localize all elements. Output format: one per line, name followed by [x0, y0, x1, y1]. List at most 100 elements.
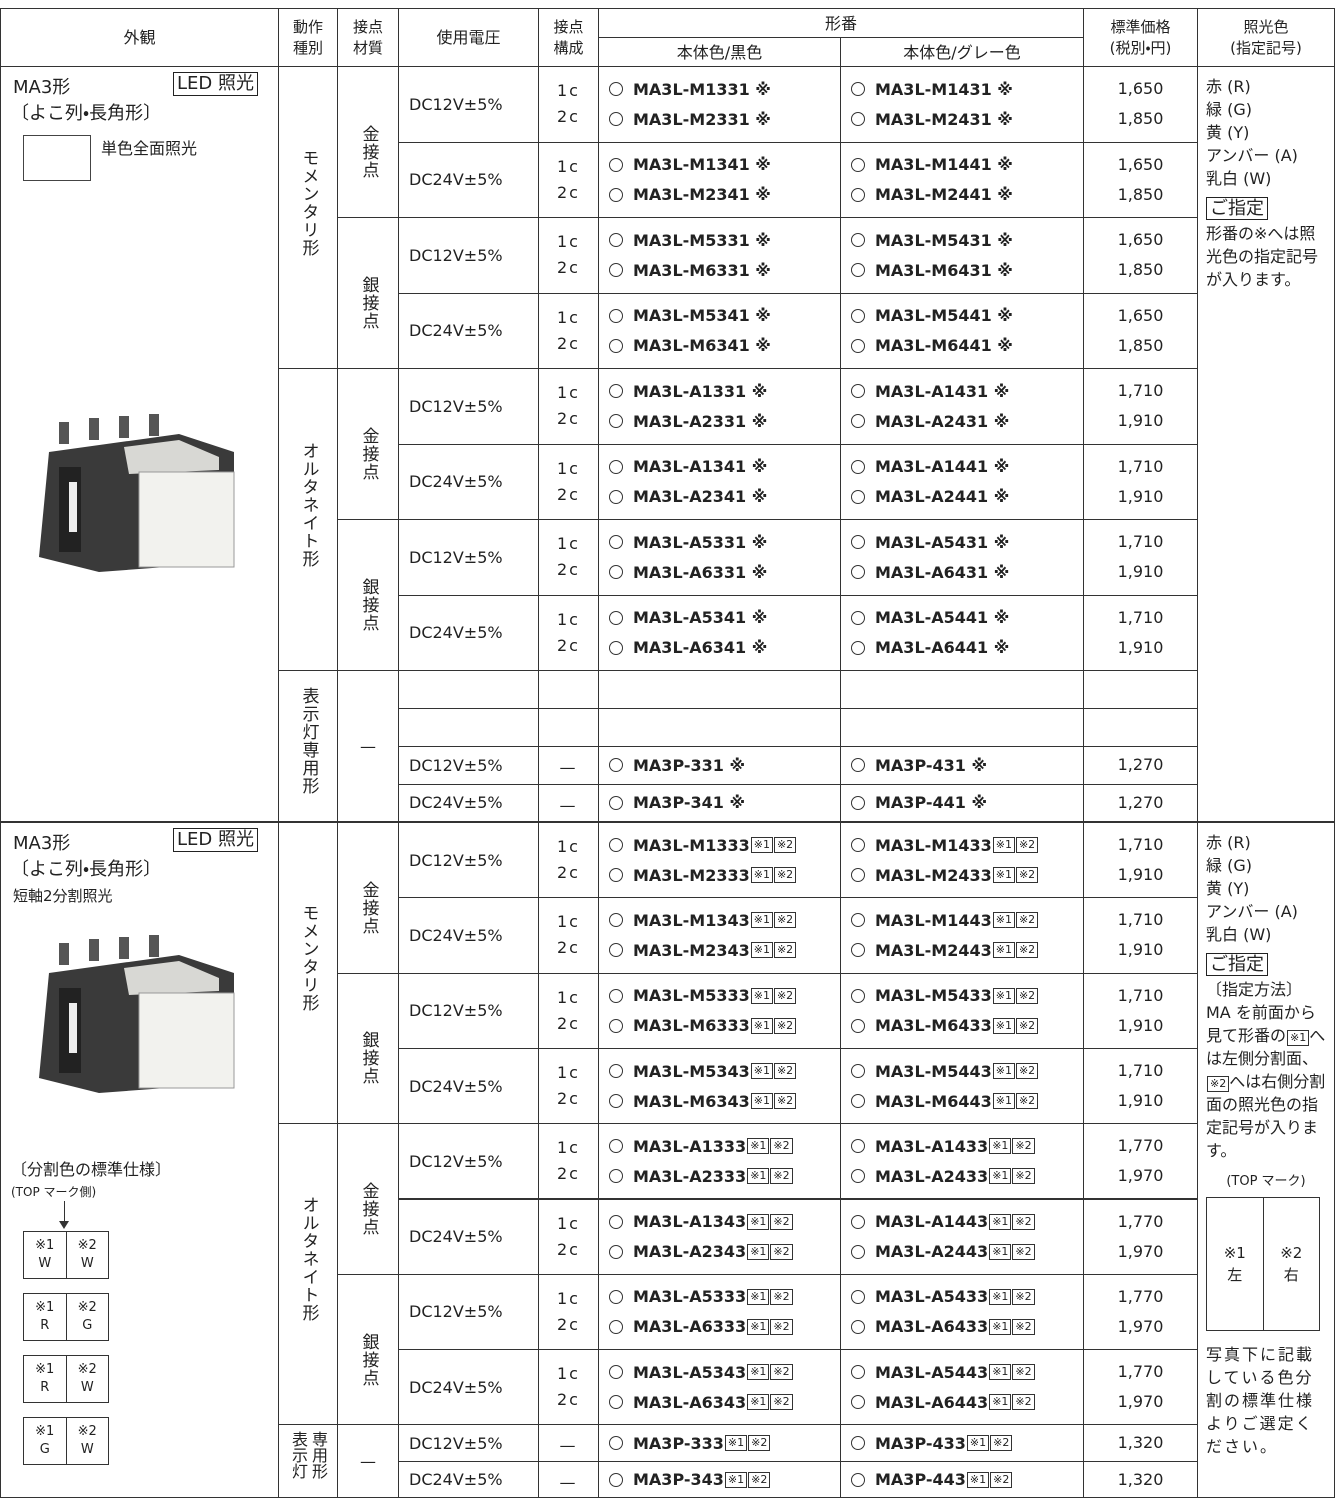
empty-cell — [398, 708, 539, 747]
contact: 2c — [557, 938, 580, 958]
model-line: MA3L-M5333 ※1 ※2 — [599, 981, 840, 1011]
model-line: MA3L-A6333 ※1 ※2 — [599, 1312, 840, 1342]
model-number: MA3L-M6441 ※ — [875, 336, 1013, 356]
combo-text: ※2 — [77, 1238, 97, 1253]
top-diagram: ※1 左 ※2 右 — [1206, 1197, 1320, 1331]
suffix-box: ※2 — [770, 1138, 793, 1155]
model-line: MA3P-343 ※1 ※2 — [599, 1465, 840, 1495]
model-number: MA3L-A2441 ※ — [875, 487, 1010, 507]
model-number: MA3L-M1331 ※ — [633, 79, 771, 99]
model-cell: MA3L-M5331 ※ MA3L-M6331 ※ — [598, 217, 841, 294]
model-number: MA3L-A5441 ※ — [875, 608, 1010, 628]
model-number: MA3P-443 — [875, 1470, 966, 1490]
action-type: オルタネイト形 — [298, 441, 319, 568]
combo-text: G — [82, 1318, 93, 1333]
model-line: MA3L-M1341 ※ — [599, 150, 840, 180]
badge-wrap: ご指定 — [1206, 953, 1326, 976]
model-line: MA3L-A1333 ※1 ※2 — [599, 1131, 840, 1161]
circle-icon — [851, 233, 865, 248]
voltage-cell: DC24V±5% — [398, 292, 539, 369]
suffix-box: ※2 — [770, 1168, 793, 1185]
model-number: MA3L-M2331 ※ — [633, 109, 771, 129]
voltage-cell: DC24V±5% — [398, 783, 539, 822]
contact: 2c — [557, 1164, 580, 1184]
contact: 1c — [557, 156, 580, 176]
model-number: MA3L-A6331 ※ — [633, 562, 768, 582]
voltage-cell: DC24V±5% — [398, 1349, 539, 1426]
circle-icon — [609, 1365, 623, 1380]
contact: 1c — [557, 987, 580, 1007]
material-cell: 金接点 — [337, 1123, 399, 1275]
model-number: MA3L-M2441 ※ — [875, 185, 1013, 205]
model-cell: MA3L-A1333 ※1 ※2 MA3L-A2333 ※1 ※2 — [598, 1123, 841, 1200]
contact-cell: 1c 2c — [538, 217, 599, 294]
suffix-box: ※2 — [770, 1243, 793, 1260]
model-number: MA3L-A6441 ※ — [875, 638, 1010, 658]
circle-icon — [851, 157, 865, 172]
product-subtitle: 〔よこ列・長角形〕 — [11, 103, 162, 124]
contact: 2c — [557, 484, 580, 504]
model-number: MA3L-A2443 — [875, 1242, 989, 1262]
model-line: MA3L-A1343 ※1 ※2 — [599, 1207, 840, 1237]
voltage: DC24V±5% — [409, 472, 503, 492]
material-cell: 金接点 — [337, 368, 399, 520]
suffix-box: ※2 — [1012, 1364, 1035, 1381]
model-number: MA3P-441 ※ — [875, 793, 988, 813]
model-number: MA3L-M2431 ※ — [875, 109, 1013, 129]
header-text: 材質 — [352, 38, 383, 57]
model-number: MA3L-M2443 — [875, 940, 992, 960]
price: 1,910 — [1117, 486, 1164, 506]
spec-title: 〔分割色の標準仕様〕 — [11, 1160, 172, 1179]
contact: 2c — [557, 107, 580, 127]
circle-icon — [851, 1472, 865, 1487]
arrow-head — [59, 1221, 69, 1229]
model-number: MA3L-A5443 — [875, 1362, 989, 1382]
price: 1,650 — [1117, 305, 1164, 325]
header-cell: 外観 — [0, 8, 279, 67]
method-text: 〔指定方法〕 MA を前面から見て形番の ※1 へは左側分割面、 ※2 へは右側分割面の照… — [1206, 978, 1326, 1162]
voltage: DC12V±5% — [409, 547, 503, 567]
price-cell: 1,770 1,970 — [1083, 1198, 1198, 1275]
model-number: MA3L-A5343 — [633, 1362, 747, 1382]
action-cell: オルタネイト形 — [278, 1123, 338, 1426]
header-cell: 接点 構成 — [538, 8, 599, 67]
combo-text: ※1 — [35, 1300, 55, 1315]
contact-cell: — — [538, 1460, 599, 1498]
model-line: MA3L-M1441 ※ — [841, 150, 1083, 180]
action-cell: オルタネイト形 — [278, 368, 338, 671]
circle-icon — [851, 1139, 865, 1154]
header-cell: 本体色/グレー色 — [840, 37, 1084, 67]
material-cell: 金接点 — [337, 66, 399, 218]
model-number: MA3L-M5343 — [633, 1061, 750, 1081]
top-text: 右 — [1283, 1266, 1299, 1284]
material: 銀接点 — [358, 1031, 379, 1086]
voltage: DC12V±5% — [409, 1302, 503, 1322]
model-line: MA3P-431 ※ — [841, 750, 1083, 780]
contact: — — [559, 1436, 578, 1456]
model-line: MA3L-M5343 ※1 ※2 — [599, 1056, 840, 1086]
model-line: MA3L-M5341 ※ — [599, 301, 840, 331]
suffix-box: ※1 — [992, 1017, 1015, 1034]
model-number: MA3L-A6341 ※ — [633, 638, 768, 658]
suffix-box: ※1 — [750, 987, 773, 1004]
model-line: MA3L-A6443 ※1 ※2 — [841, 1387, 1083, 1417]
suffix-box: ※2 — [1015, 1093, 1039, 1110]
model-number: MA3L-A6343 — [633, 1392, 747, 1412]
model-line: MA3L-M5431 ※ — [841, 225, 1083, 255]
model-cell: MA3L-M5433 ※1 ※2 MA3L-M6433 ※1 ※2 — [840, 972, 1084, 1049]
model-cell: MA3L-M1443 ※1 ※2 MA3L-M2443 ※1 ※2 — [840, 897, 1084, 974]
model-line: MA3L-M1333 ※1 ※2 — [599, 830, 840, 860]
color-option: 緑 (G) — [1206, 856, 1252, 875]
model-number: MA3L-M6433 — [875, 1016, 992, 1036]
voltage-cell: DC24V±5% — [398, 141, 539, 218]
model-cell: MA3L-M5443 ※1 ※2 MA3L-M6443 ※1 ※2 — [840, 1047, 1084, 1125]
suffix-box: ※2 — [770, 1364, 793, 1381]
contact: 2c — [557, 1239, 580, 1259]
model-number: MA3P-331 ※ — [633, 755, 746, 775]
model-line: MA3L-M5443 ※1 ※2 — [841, 1056, 1083, 1086]
header-text: 接点 — [553, 17, 584, 36]
model-number: MA3L-M6443 — [875, 1091, 992, 1111]
suffix-box: ※2 — [990, 1471, 1013, 1488]
model-cell: MA3L-A5333 ※1 ※2 MA3L-A6333 ※1 ※2 — [598, 1273, 841, 1351]
